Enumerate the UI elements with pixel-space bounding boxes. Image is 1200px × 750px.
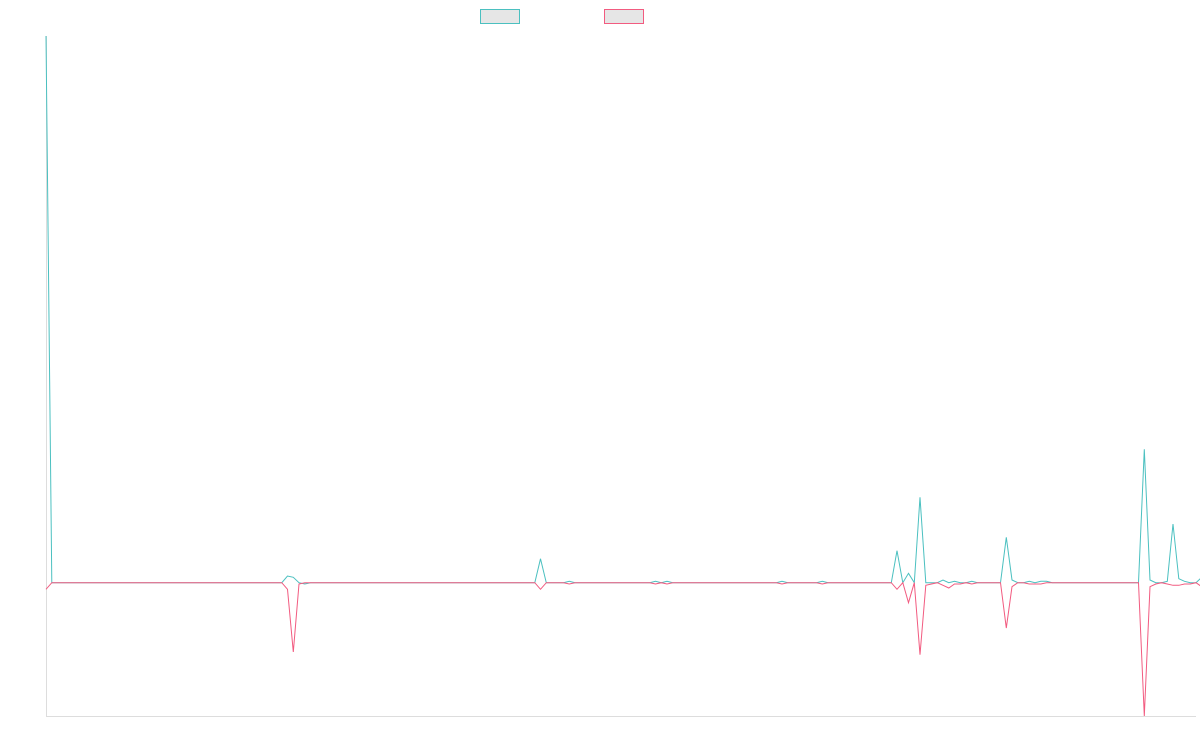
legend-item-series-2[interactable] xyxy=(604,9,650,24)
legend-item-series-1[interactable] xyxy=(480,9,526,24)
legend xyxy=(0,9,1200,27)
series-layer xyxy=(45,35,1200,717)
series-line-2 xyxy=(45,581,1200,717)
legend-swatch-series-2 xyxy=(604,9,644,24)
legend-swatch-series-1 xyxy=(480,9,520,24)
series-line-1 xyxy=(45,35,1200,585)
